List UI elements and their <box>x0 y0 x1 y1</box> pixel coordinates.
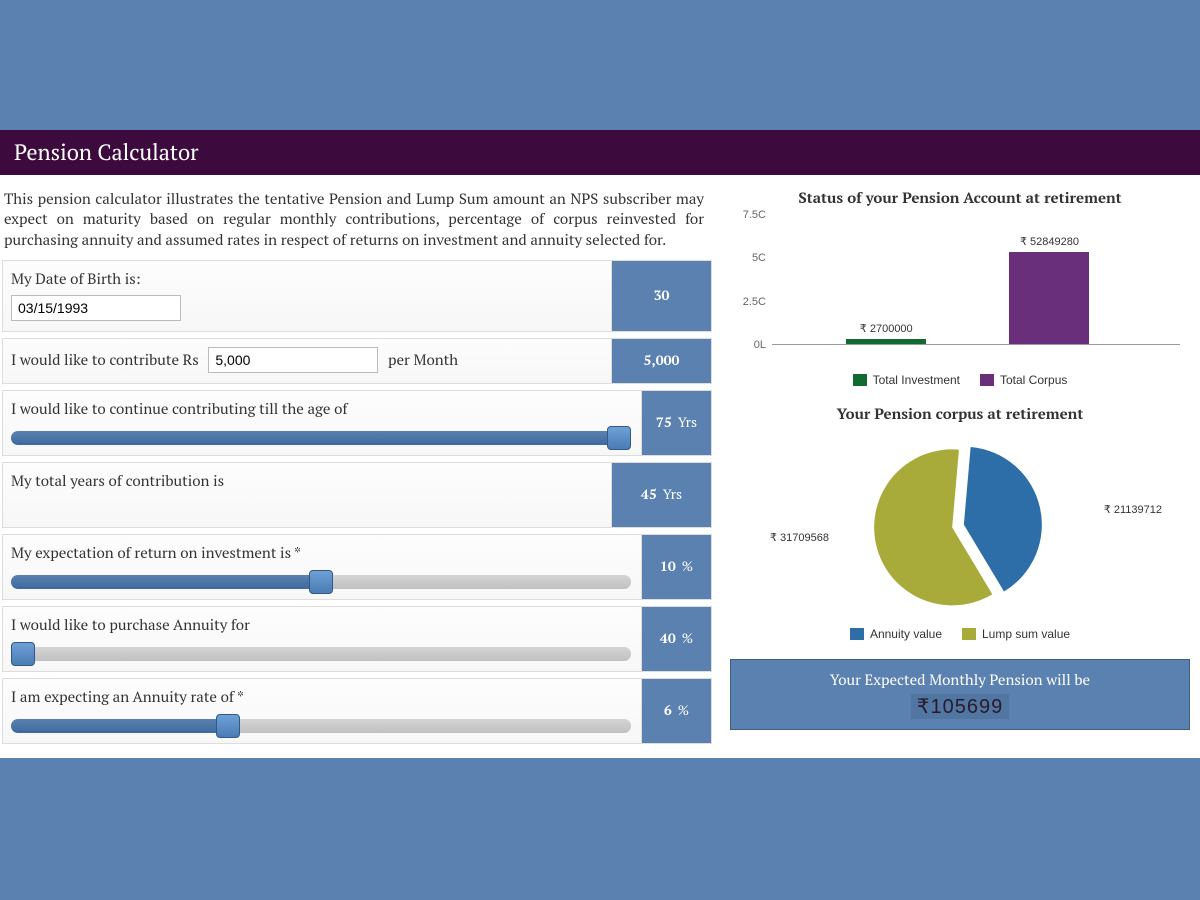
dob-label: My Date of Birth is: <box>11 269 601 289</box>
roi-slider-fill <box>11 575 321 589</box>
pie-chart-legend: Annuity value Lump sum value <box>730 627 1190 641</box>
annuity-pct-slider[interactable] <box>11 647 631 661</box>
annuity-pct-display: 40 <box>660 629 676 648</box>
annuity-pct-value-box: 40 % <box>641 607 711 671</box>
intro-text: This pension calculator illustrates the … <box>2 185 712 260</box>
bar-chart-plot: ₹ 2700000 ₹ 52849280 <box>772 215 1180 345</box>
annuity-rate-slider-fill <box>11 719 228 733</box>
total-years-label: My total years of contribution is <box>11 471 601 491</box>
pension-result-box: Your Expected Monthly Pension will be ₹1… <box>730 659 1190 730</box>
content-area: This pension calculator illustrates the … <box>0 175 1200 758</box>
annuity-pct-slider-thumb[interactable] <box>11 642 35 666</box>
total-years-value-box: 45 Yrs <box>611 463 711 527</box>
row-total-years: My total years of contribution is 45 Yrs <box>2 462 712 528</box>
legend-item: Annuity value <box>850 627 942 641</box>
row-annuity-rate: I am expecting an Annuity rate of * 6 % <box>2 678 712 744</box>
row-contribution: I would like to contribute Rs per Month … <box>2 338 712 384</box>
pie-chart-svg <box>850 431 1070 621</box>
row-dob: My Date of Birth is: 30 <box>2 260 712 332</box>
age-till-display: 75 <box>656 413 672 432</box>
annuity-pct-label: I would like to purchase Annuity for <box>11 615 631 635</box>
bar-chart-legend: Total Investment Total Corpus <box>730 373 1190 387</box>
contribution-input[interactable] <box>208 347 378 373</box>
bottom-spacer <box>0 758 1200 858</box>
annuity-rate-slider-thumb[interactable] <box>216 714 240 738</box>
row-annuity-pct: I would like to purchase Annuity for 40 … <box>2 606 712 672</box>
dob-display: 30 <box>654 286 670 305</box>
dob-input[interactable] <box>11 295 181 321</box>
age-till-slider-fill <box>11 431 619 445</box>
roi-value-box: 10 % <box>641 535 711 599</box>
bar <box>846 339 926 344</box>
annuity-rate-value-box: 6 % <box>641 679 711 743</box>
roi-slider-thumb[interactable] <box>309 570 333 594</box>
dob-value-box: 30 <box>611 261 711 331</box>
legend-item: Lump sum value <box>962 627 1070 641</box>
page-title: Pension Calculator <box>0 130 1200 175</box>
legend-item: Total Corpus <box>980 373 1067 387</box>
header-spacer <box>0 0 1200 130</box>
contribution-value-box: 5,000 <box>611 339 711 383</box>
annuity-pct-unit: % <box>682 629 693 648</box>
row-roi: My expectation of return on investment i… <box>2 534 712 600</box>
contribution-display: 5,000 <box>644 351 680 370</box>
total-years-unit: Yrs <box>663 485 682 504</box>
age-till-unit: Yrs <box>678 413 697 432</box>
results-column: Status of your Pension Account at retire… <box>720 185 1200 758</box>
pie-slice-label-annuity: ₹ 21139712 <box>1104 503 1162 516</box>
age-till-slider-thumb[interactable] <box>607 426 631 450</box>
annuity-rate-slider[interactable] <box>11 719 631 733</box>
bar-value-label: ₹ 52849280 <box>1020 235 1079 248</box>
roi-display: 10 <box>660 557 676 576</box>
pie-chart-title: Your Pension corpus at retirement <box>730 405 1190 423</box>
annuity-rate-display: 6 <box>664 701 672 720</box>
legend-item: Total Investment <box>853 373 960 387</box>
bar-chart: 7.5C5C2.5C0L ₹ 2700000₹ 52849280 <box>730 215 1190 365</box>
pension-result-label: Your Expected Monthly Pension will be <box>741 670 1179 690</box>
contribution-label-pre: I would like to contribute Rs <box>11 350 199 370</box>
row-age-till: I would like to continue contributing ti… <box>2 390 712 456</box>
total-years-display: 45 <box>641 485 657 504</box>
annuity-rate-label: I am expecting an Annuity rate of * <box>11 687 631 707</box>
pie-slice-label-lumpsum: ₹ 31709568 <box>770 531 829 544</box>
bar-chart-title: Status of your Pension Account at retire… <box>730 189 1190 207</box>
pie-chart: ₹ 21139712 ₹ 31709568 <box>730 431 1190 621</box>
form-column: This pension calculator illustrates the … <box>0 185 720 758</box>
contribution-label-post: per Month <box>388 350 458 370</box>
age-till-value-box: 75 Yrs <box>641 391 711 455</box>
roi-label: My expectation of return on investment i… <box>11 543 631 563</box>
pension-result-amount: ₹105699 <box>911 694 1009 719</box>
age-till-label: I would like to continue contributing ti… <box>11 399 631 419</box>
bar <box>1009 252 1089 344</box>
roi-unit: % <box>682 557 693 576</box>
bar-value-label: ₹ 2700000 <box>860 322 913 335</box>
annuity-rate-unit: % <box>678 701 689 720</box>
roi-slider[interactable] <box>11 575 631 589</box>
age-till-slider[interactable] <box>11 431 631 445</box>
